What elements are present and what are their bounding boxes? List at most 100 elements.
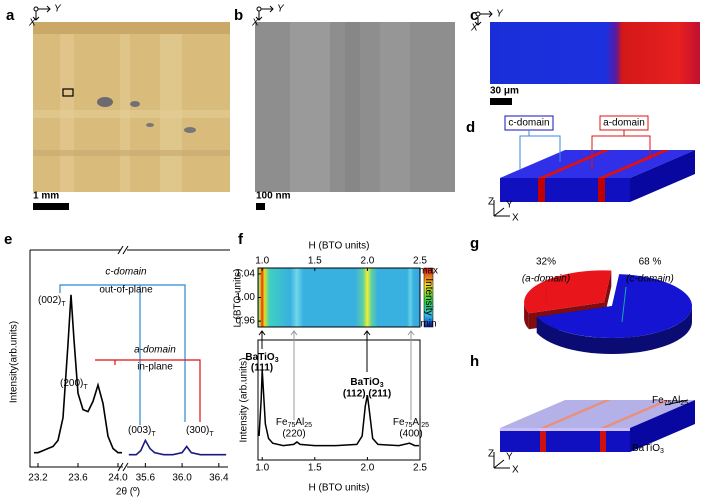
formula-part: 25 bbox=[421, 422, 429, 429]
pie-slice bbox=[536, 274, 692, 339]
x-tick-label: 2.5 bbox=[413, 463, 427, 474]
panel-label: f bbox=[238, 231, 244, 248]
peak-index: (002) bbox=[38, 295, 61, 306]
panel-label: g bbox=[470, 235, 479, 252]
formula-part: BaTiO bbox=[350, 377, 379, 388]
formula-part: 75 bbox=[405, 422, 413, 429]
scale-bar bbox=[256, 203, 265, 210]
x-tick-label: 2.0 bbox=[360, 256, 374, 267]
peak-label: (112),(211) bbox=[343, 389, 391, 400]
rsm-map bbox=[257, 267, 421, 328]
formula: Fe75Al25 bbox=[276, 417, 312, 429]
y-tick-label: 1.00 bbox=[236, 292, 256, 303]
axis-letter: Z bbox=[488, 449, 494, 460]
axis-origin bbox=[33, 6, 39, 12]
orientation-label: in-plane bbox=[137, 362, 173, 373]
formula: BaTiO3 bbox=[632, 443, 664, 455]
x-tick-label: 2.5 bbox=[413, 256, 427, 267]
peak-subscript: T bbox=[151, 431, 156, 438]
axis-glyph bbox=[255, 5, 274, 21]
x-axis-label: 2θ (º) bbox=[116, 487, 140, 497]
x-tick-label: 2.0 bbox=[360, 463, 374, 474]
panel-c-image bbox=[490, 22, 700, 84]
domain-label: a-domain bbox=[603, 118, 645, 129]
peak-subscript: T bbox=[61, 301, 66, 308]
formula-part: Fe bbox=[393, 417, 405, 428]
y-axis-label: L (BTO units) bbox=[233, 269, 244, 328]
y-tick-label: 0.96 bbox=[236, 316, 256, 327]
colorbar bbox=[423, 267, 434, 328]
formula-part: 3 bbox=[275, 357, 279, 364]
x-tick-label: 1.0 bbox=[255, 463, 269, 474]
formula: Fe75Al25 bbox=[393, 417, 429, 429]
x-axis-label: H (BTO units) bbox=[309, 483, 370, 494]
y-tick-label: 1.04 bbox=[236, 269, 256, 280]
data-label: 68 % bbox=[639, 257, 662, 268]
axis-letter: Y bbox=[496, 9, 504, 20]
axis-origin bbox=[475, 11, 481, 17]
peak-index: (200) bbox=[60, 378, 83, 389]
peak-arrow bbox=[407, 330, 415, 420]
peak-label: (400) bbox=[399, 429, 422, 440]
colorbar-label: min bbox=[420, 319, 436, 330]
panel-label: e bbox=[4, 231, 12, 248]
axis-frame bbox=[29, 249, 230, 468]
data-label: 32% bbox=[536, 257, 556, 268]
axis-letter: X bbox=[512, 465, 519, 476]
formula-part: 25 bbox=[304, 422, 312, 429]
category-label: (c-domain) bbox=[626, 274, 674, 285]
colorbar-label: max bbox=[419, 266, 438, 277]
axis-letter: X bbox=[28, 18, 36, 29]
axis-letter: X bbox=[470, 23, 478, 34]
formula: BaTiO3 bbox=[350, 377, 383, 389]
panel-label: a bbox=[6, 7, 15, 24]
formula-part: 25 bbox=[680, 400, 688, 407]
formula: BaTiO3 bbox=[245, 352, 278, 364]
peak-subscript: T bbox=[209, 431, 214, 438]
axis-letter: Y bbox=[54, 4, 62, 15]
x-tick-label: 1.5 bbox=[308, 463, 322, 474]
orientation-label: out-of-plane bbox=[99, 285, 153, 296]
axis-glyph bbox=[32, 5, 51, 21]
peak-index: (300) bbox=[186, 425, 209, 436]
x-tick-label: 36.0 bbox=[172, 473, 192, 484]
peak-arrow bbox=[258, 330, 266, 349]
scale-bar-label: 1 mm bbox=[33, 191, 59, 202]
peak-label: (003)T bbox=[128, 425, 156, 438]
scale-bar-label: 30 μm bbox=[490, 86, 519, 97]
panel-e-arrows bbox=[59, 284, 201, 425]
axis-letter: X bbox=[512, 213, 519, 224]
x-tick-label: 1.5 bbox=[308, 256, 322, 267]
formula-part: 3 bbox=[660, 448, 664, 455]
formula-part: Al bbox=[412, 417, 421, 428]
panel-label: c bbox=[470, 7, 478, 24]
panel-d-diagram bbox=[500, 115, 695, 202]
x-tick-label: 23.6 bbox=[68, 473, 88, 484]
axis-origin bbox=[256, 6, 262, 12]
formula-part: Fe bbox=[276, 417, 288, 428]
colorbar-label: Intensity bbox=[423, 278, 434, 315]
pie-slice-side bbox=[524, 302, 529, 330]
peak-label: (200)T bbox=[60, 378, 88, 391]
x-tick-label: 23.2 bbox=[28, 473, 48, 484]
axis-break bbox=[117, 245, 129, 472]
xrd-curve bbox=[128, 438, 227, 456]
panel-label: b bbox=[234, 7, 243, 24]
panel-b-image bbox=[255, 22, 455, 192]
peak-arrow bbox=[363, 330, 371, 372]
category-label: (a-domain) bbox=[522, 274, 570, 285]
domain-label: c-domain bbox=[508, 118, 549, 129]
plot-frame bbox=[257, 339, 421, 461]
leader bbox=[664, 399, 689, 406]
axis-glyph bbox=[474, 10, 493, 26]
xrd-curve bbox=[34, 294, 122, 454]
formula: Fe75Al25 bbox=[652, 395, 688, 407]
peak-label: (111) bbox=[251, 363, 273, 374]
axis-glyph bbox=[493, 452, 510, 469]
peak-arrow bbox=[290, 330, 298, 420]
panel-label: d bbox=[466, 119, 475, 136]
scan-curve bbox=[258, 369, 419, 447]
x-tick-label: 1.0 bbox=[255, 256, 269, 267]
x-tick-label: 24.0 bbox=[108, 473, 128, 484]
